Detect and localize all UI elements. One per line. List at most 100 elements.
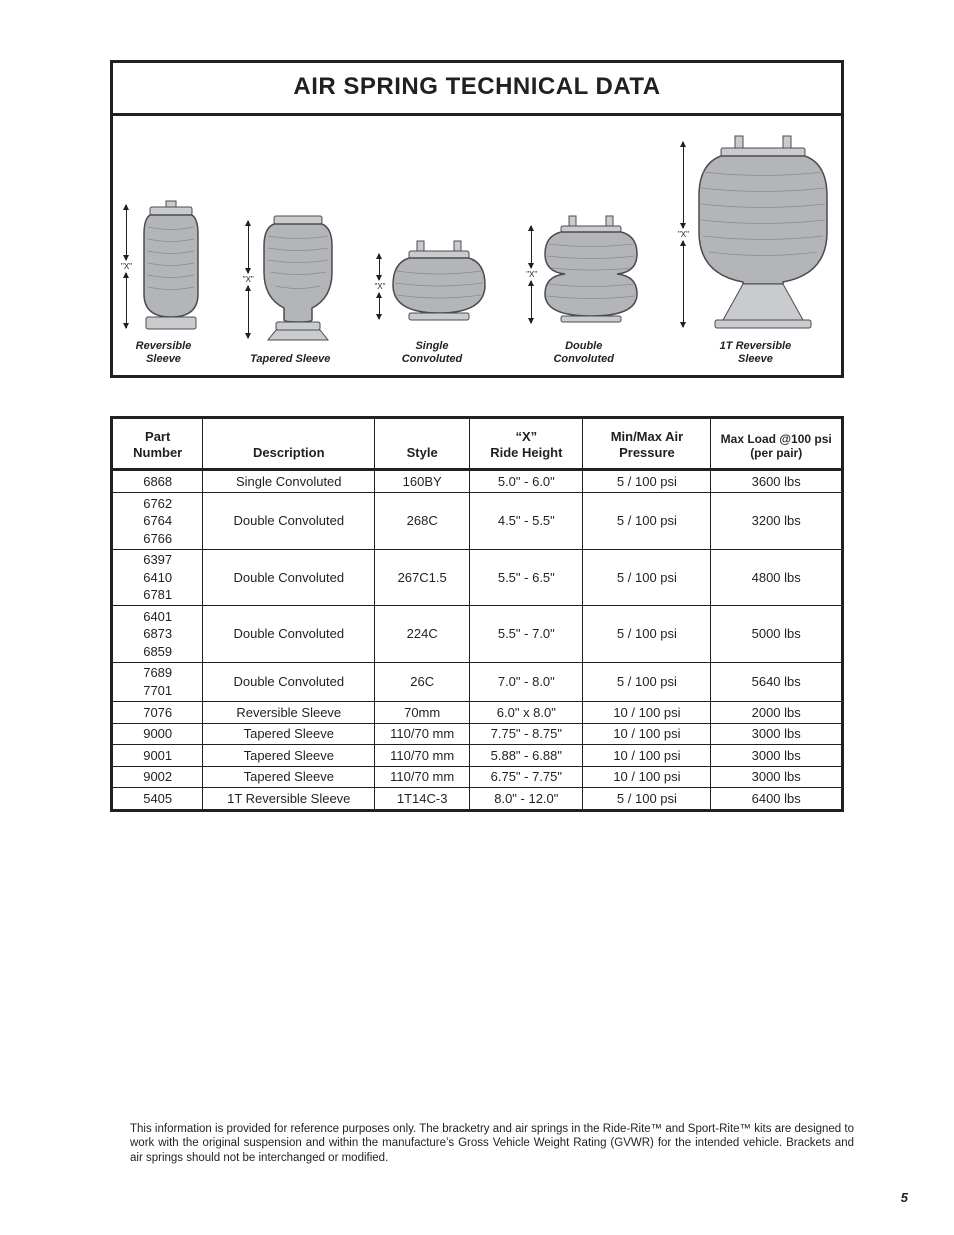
cell-part: 7076 xyxy=(112,702,203,724)
cell-part: 7689 7701 xyxy=(112,662,203,701)
diagram-row: "X" Reversible xyxy=(113,116,841,375)
cell-load: 5000 lbs xyxy=(711,606,843,663)
technical-data-table: Part Number Description Style “X” Ride H… xyxy=(110,416,844,811)
cell-style: 110/70 mm xyxy=(375,766,470,788)
cell-load: 4800 lbs xyxy=(711,549,843,606)
table-body: 6868Single Convoluted160BY5.0" - 6.0"5 /… xyxy=(112,470,843,810)
cell-desc: Tapered Sleeve xyxy=(203,766,375,788)
cell-part: 6401 6873 6859 xyxy=(112,606,203,663)
x-label: "X" xyxy=(121,262,132,271)
col-header-style: Style xyxy=(375,418,470,470)
cell-load: 2000 lbs xyxy=(711,702,843,724)
diagram-reversible-sleeve: "X" Reversible xyxy=(121,199,206,365)
col-header-desc: Description xyxy=(203,418,375,470)
cell-desc: Double Convoluted xyxy=(203,662,375,701)
cell-press: 10 / 100 psi xyxy=(583,702,711,724)
cell-ride: 5.88" - 6.88" xyxy=(470,745,583,767)
cell-part: 9000 xyxy=(112,723,203,745)
x-dimension-indicator: "X" xyxy=(121,205,132,328)
cell-press: 5 / 100 psi xyxy=(583,493,711,550)
cell-press: 5 / 100 psi xyxy=(583,662,711,701)
cell-ride: 5.5" - 6.5" xyxy=(470,549,583,606)
cell-desc: Double Convoluted xyxy=(203,493,375,550)
title-row: AIR SPRING TECHNICAL DATA xyxy=(113,63,841,116)
cell-press: 10 / 100 psi xyxy=(583,766,711,788)
diagram-label: 1T Reversible Sleeve xyxy=(720,340,792,365)
data-table-wrap: Part Number Description Style “X” Ride H… xyxy=(110,378,844,811)
table-row: 9000Tapered Sleeve110/70 mm7.75" - 8.75"… xyxy=(112,723,843,745)
cell-press: 5 / 100 psi xyxy=(583,606,711,663)
cell-ride: 6.0" x 8.0" xyxy=(470,702,583,724)
cell-desc: Single Convoluted xyxy=(203,470,375,493)
cell-ride: 5.0" - 6.0" xyxy=(470,470,583,493)
table-row: 7689 7701Double Convoluted26C7.0" - 8.0"… xyxy=(112,662,843,701)
diagram-tapered-sleeve: "X" Tapered Sl xyxy=(243,212,338,366)
cell-style: 268C xyxy=(375,493,470,550)
col-header-ride: “X” Ride Height xyxy=(470,418,583,470)
cell-ride: 5.5" - 7.0" xyxy=(470,606,583,663)
table-header-row: Part Number Description Style “X” Ride H… xyxy=(112,418,843,470)
diagram-double-convoluted: "X" xyxy=(526,214,641,365)
page-number: 5 xyxy=(901,1190,908,1205)
cell-part: 6868 xyxy=(112,470,203,493)
x-dimension-indicator: "X" xyxy=(526,226,537,323)
table-row: 9001Tapered Sleeve110/70 mm5.88" - 6.88"… xyxy=(112,745,843,767)
cell-desc: Reversible Sleeve xyxy=(203,702,375,724)
cell-ride: 6.75" - 7.75" xyxy=(470,766,583,788)
x-dimension-indicator: "X" xyxy=(243,221,254,338)
diagram-label: Single Convoluted xyxy=(402,340,463,365)
cell-style: 70mm xyxy=(375,702,470,724)
cell-load: 3000 lbs xyxy=(711,723,843,745)
footnote: This information is provided for referen… xyxy=(130,1122,854,1165)
col-header-part: Part Number xyxy=(112,418,203,470)
cell-part: 9001 xyxy=(112,745,203,767)
x-dimension-indicator: "X" xyxy=(374,254,385,319)
double-convoluted-icon xyxy=(541,214,641,334)
cell-desc: Double Convoluted xyxy=(203,549,375,606)
cell-load: 3200 lbs xyxy=(711,493,843,550)
diagram-single-convoluted: "X" Single Convo xyxy=(374,239,489,365)
1t-reversible-sleeve-icon xyxy=(693,134,833,334)
cell-ride: 8.0" - 12.0" xyxy=(470,788,583,811)
cell-desc: Tapered Sleeve xyxy=(203,745,375,767)
cell-style: 224C xyxy=(375,606,470,663)
cell-part: 6762 6764 6766 xyxy=(112,493,203,550)
cell-style: 1T14C-3 xyxy=(375,788,470,811)
diagram-label: Double Convoluted xyxy=(553,340,614,365)
diagram-label: Tapered Sleeve xyxy=(250,353,330,366)
table-row: 6397 6410 6781Double Convoluted267C1.55.… xyxy=(112,549,843,606)
x-label: "X" xyxy=(526,270,537,279)
cell-press: 5 / 100 psi xyxy=(583,470,711,493)
table-row: 6762 6764 6766Double Convoluted268C4.5" … xyxy=(112,493,843,550)
page-title: AIR SPRING TECHNICAL DATA xyxy=(113,73,841,101)
diagram-1t-reversible-sleeve: "X" xyxy=(678,134,833,365)
cell-style: 110/70 mm xyxy=(375,745,470,767)
cell-style: 110/70 mm xyxy=(375,723,470,745)
table-row: 9002Tapered Sleeve110/70 mm6.75" - 7.75"… xyxy=(112,766,843,788)
cell-desc: Double Convoluted xyxy=(203,606,375,663)
reversible-sleeve-icon xyxy=(136,199,206,334)
cell-load: 5640 lbs xyxy=(711,662,843,701)
table-row: 6868Single Convoluted160BY5.0" - 6.0"5 /… xyxy=(112,470,843,493)
cell-part: 6397 6410 6781 xyxy=(112,549,203,606)
cell-ride: 4.5" - 5.5" xyxy=(470,493,583,550)
cell-press: 10 / 100 psi xyxy=(583,745,711,767)
main-frame: AIR SPRING TECHNICAL DATA "X" xyxy=(110,60,844,378)
cell-load: 3000 lbs xyxy=(711,745,843,767)
x-label: "X" xyxy=(678,230,689,239)
table-row: 54051T Reversible Sleeve1T14C-38.0" - 12… xyxy=(112,788,843,811)
tapered-sleeve-icon xyxy=(258,212,338,347)
cell-style: 160BY xyxy=(375,470,470,493)
cell-load: 3000 lbs xyxy=(711,766,843,788)
diagram-label: Reversible Sleeve xyxy=(136,340,192,365)
cell-part: 5405 xyxy=(112,788,203,811)
cell-style: 267C1.5 xyxy=(375,549,470,606)
table-row: 6401 6873 6859Double Convoluted224C5.5" … xyxy=(112,606,843,663)
col-header-press: Min/Max Air Pressure xyxy=(583,418,711,470)
cell-part: 9002 xyxy=(112,766,203,788)
cell-load: 6400 lbs xyxy=(711,788,843,811)
cell-ride: 7.0" - 8.0" xyxy=(470,662,583,701)
cell-press: 10 / 100 psi xyxy=(583,723,711,745)
single-convoluted-icon xyxy=(389,239,489,334)
cell-press: 5 / 100 psi xyxy=(583,788,711,811)
